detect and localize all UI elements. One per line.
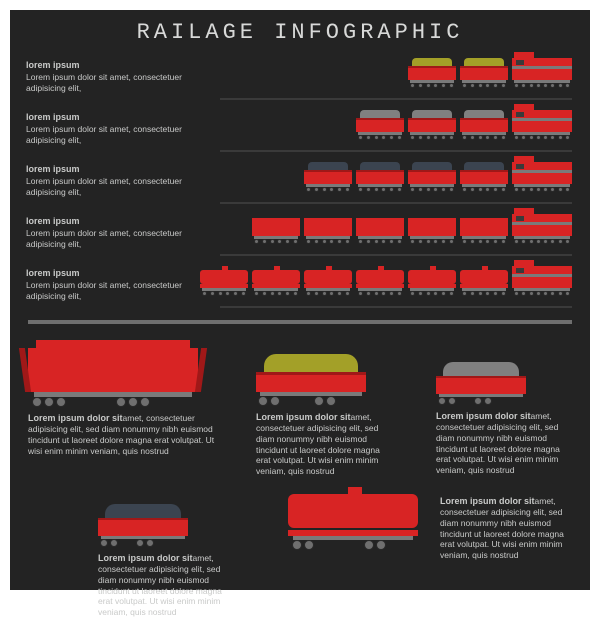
freight-car-icon xyxy=(460,110,508,140)
infographic-canvas: RAILAGE INFOGRAPHIC lorem ipsumLorem ips… xyxy=(10,10,590,590)
locomotive-icon xyxy=(512,214,572,244)
freight-car-icon xyxy=(356,110,404,140)
freight-car-icon xyxy=(460,58,508,88)
tank-car-icon xyxy=(356,266,404,296)
freight-car-icon xyxy=(408,110,456,140)
hopper-car-icon xyxy=(356,214,404,244)
freight-car-icon xyxy=(304,162,352,192)
row-caption: lorem ipsumLorem ipsum dolor sit amet, c… xyxy=(26,268,186,302)
detail-open-grey: Lorem ipsum dolor sitamet, consectetuer … xyxy=(436,362,576,475)
row-caption: lorem ipsumLorem ipsum dolor sit amet, c… xyxy=(26,216,186,250)
freight-car-icon xyxy=(356,162,404,192)
detail-tank-large xyxy=(288,494,438,550)
train-row: lorem ipsumLorem ipsum dolor sit amet, c… xyxy=(10,156,590,208)
row-caption: lorem ipsumLorem ipsum dolor sit amet, c… xyxy=(26,164,186,198)
train-row: lorem ipsumLorem ipsum dolor sit amet, c… xyxy=(10,208,590,260)
tank-car-icon xyxy=(252,266,300,296)
freight-car-icon xyxy=(460,162,508,192)
detail-heading: Lorem ipsum dolor sit xyxy=(28,413,123,423)
row-caption: lorem ipsumLorem ipsum dolor sit amet, c… xyxy=(26,60,186,94)
detail-open-yellow: Lorem ipsum dolor sitamet, consectetuer … xyxy=(256,354,396,476)
hopper-car-icon xyxy=(460,214,508,244)
hopper-car-icon xyxy=(304,214,352,244)
locomotive-icon xyxy=(512,266,572,296)
tank-car-icon xyxy=(408,266,456,296)
hopper-car-icon xyxy=(408,214,456,244)
freight-car-icon xyxy=(408,162,456,192)
row-caption: lorem ipsumLorem ipsum dolor sit amet, c… xyxy=(26,112,186,146)
detail-hopper-large: Lorem ipsum dolor sitamet, consectetuer … xyxy=(28,340,218,456)
detail-tank-text: Lorem ipsum dolor sitamet, consectetuer … xyxy=(440,490,580,560)
freight-car-icon xyxy=(408,58,456,88)
detail-heading: Lorem ipsum dolor sit xyxy=(440,496,535,506)
locomotive-icon xyxy=(512,110,572,140)
train-row: lorem ipsumLorem ipsum dolor sit amet, c… xyxy=(10,104,590,156)
detail-heading: Lorem ipsum dolor sit xyxy=(256,412,351,422)
tank-car-icon xyxy=(200,266,248,296)
page-title: RAILAGE INFOGRAPHIC xyxy=(10,10,590,45)
tank-car-icon xyxy=(460,266,508,296)
tank-car-icon xyxy=(304,266,352,296)
locomotive-icon xyxy=(512,162,572,192)
hopper-car-icon xyxy=(252,214,300,244)
train-rows: lorem ipsumLorem ipsum dolor sit amet, c… xyxy=(10,52,590,312)
detail-heading: Lorem ipsum dolor sit xyxy=(436,411,531,421)
train-row: lorem ipsumLorem ipsum dolor sit amet, c… xyxy=(10,260,590,312)
locomotive-icon xyxy=(512,58,572,88)
train-row: lorem ipsumLorem ipsum dolor sit amet, c… xyxy=(10,52,590,104)
section-divider xyxy=(28,320,572,324)
detail-heading: Lorem ipsum dolor sit xyxy=(98,553,193,563)
detail-open-dark: Lorem ipsum dolor sitamet, consectetuer … xyxy=(98,504,248,617)
